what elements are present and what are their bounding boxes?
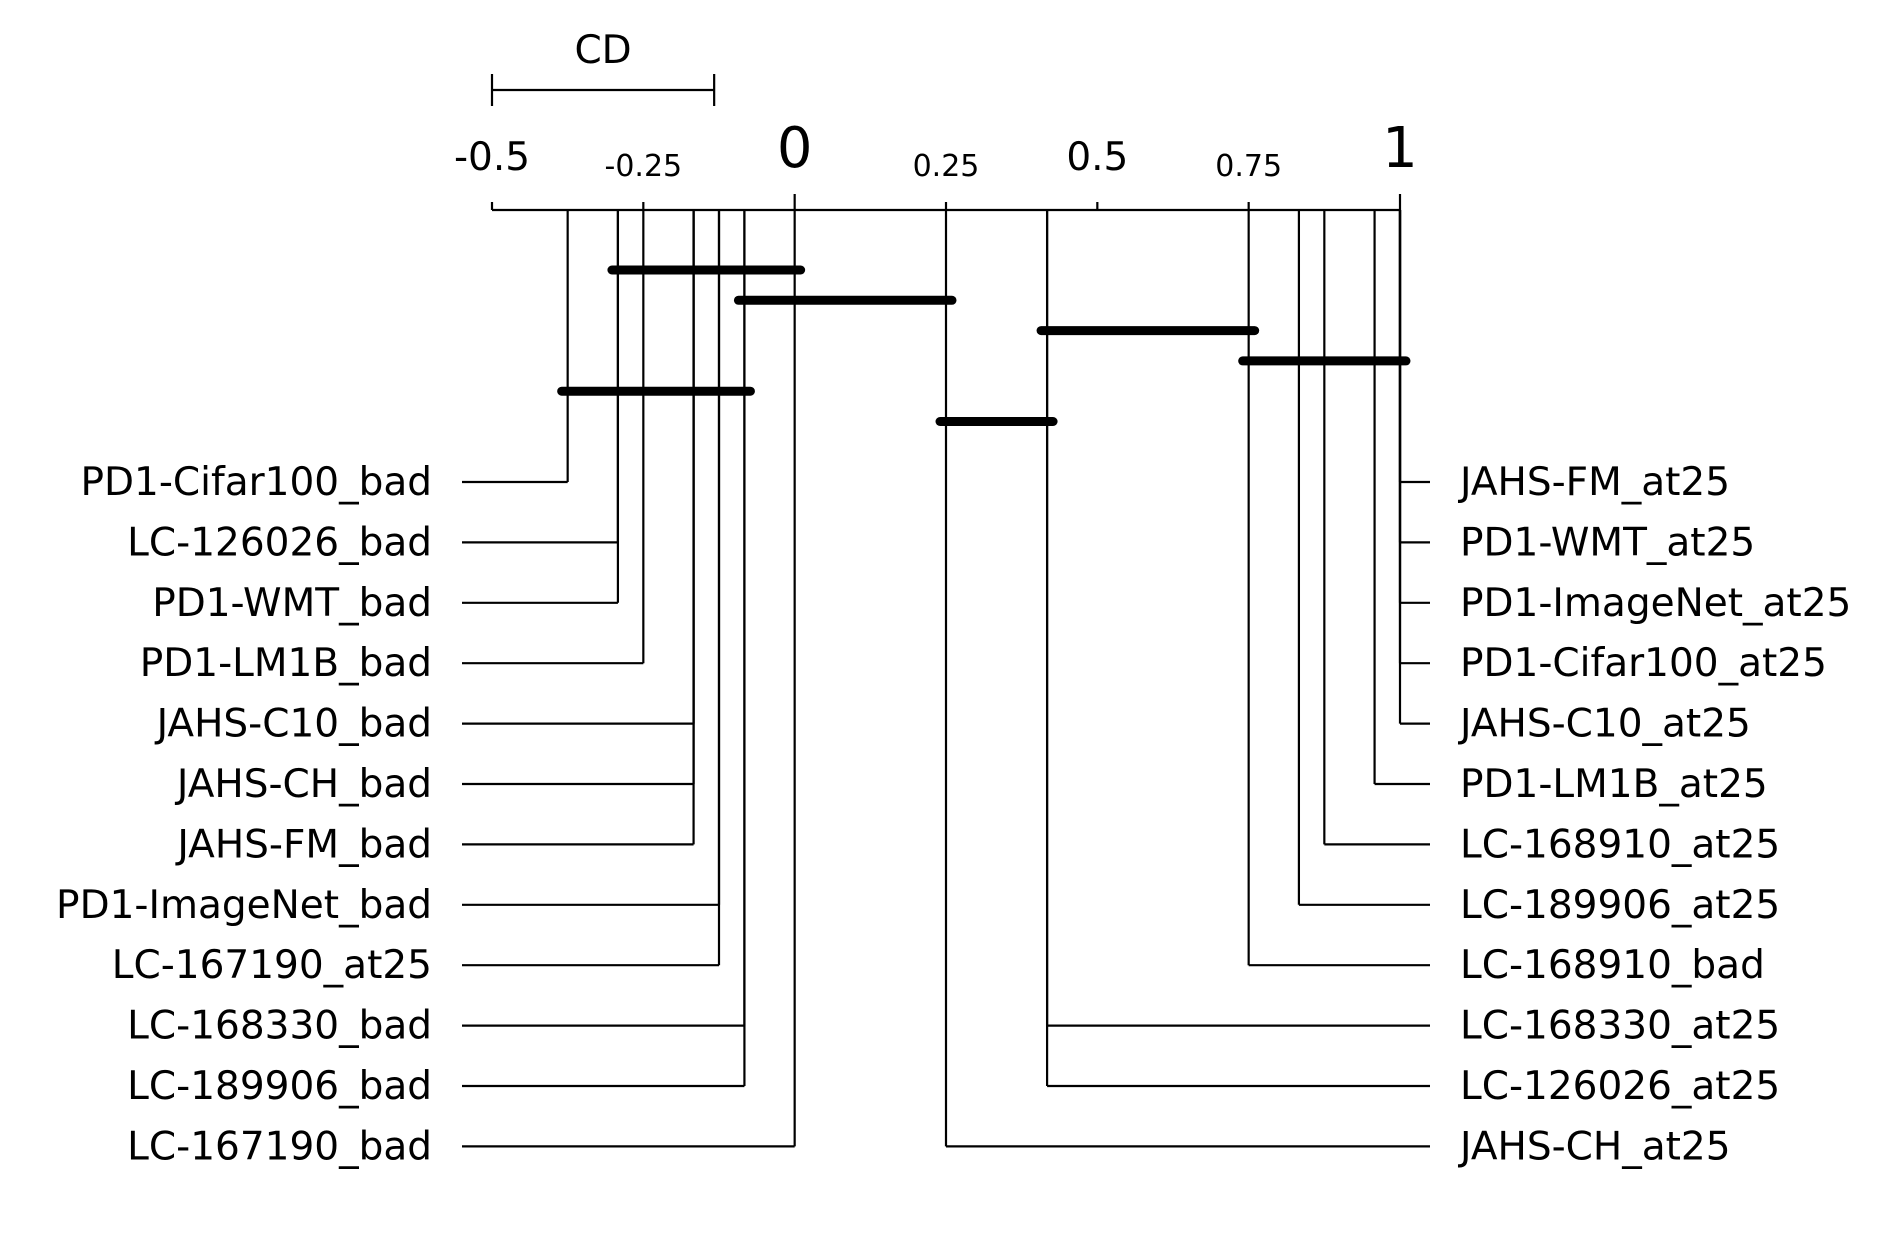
method-label: PD1-Cifar100_at25 (1460, 641, 1827, 686)
axis-tick-label: 0 (777, 116, 813, 181)
axis-tick-label: -0.25 (605, 149, 683, 184)
method-label: PD1-ImageNet_bad (56, 883, 432, 928)
method-label: PD1-LM1B_bad (140, 641, 432, 686)
clique-bars (557, 265, 1411, 426)
left-items: PD1-Cifar100_bad LC-126026_bad PD1-WMT_bad… (56, 210, 796, 1169)
method-label: LC-167190_at25 (112, 943, 432, 988)
method-label: JAHS-FM_bad (174, 822, 432, 867)
method-label: LC-167190_bad (127, 1124, 432, 1169)
method-label: LC-168330_at25 (1460, 1004, 1780, 1049)
method-label: LC-168910_bad (1460, 943, 1765, 988)
axis-tick-label: 0.75 (1215, 149, 1282, 184)
method-label: LC-189906_at25 (1460, 883, 1780, 928)
method-label: JAHS-CH_at25 (1457, 1124, 1731, 1169)
axis-tick-label: 0.25 (913, 149, 980, 184)
method-label: LC-189906_bad (127, 1064, 432, 1109)
cd-label: CD (574, 28, 631, 73)
method-label: PD1-ImageNet_at25 (1460, 581, 1851, 626)
method-label: LC-168330_bad (127, 1004, 432, 1049)
rank-axis: -0.5 -0.25 0 0.25 0.5 0.75 1 (454, 116, 1418, 212)
method-label: PD1-WMT_at25 (1460, 520, 1755, 565)
method-label: LC-168910_at25 (1460, 822, 1780, 867)
method-label: JAHS-CH_bad (174, 762, 432, 807)
axis-tick-label: 0.5 (1066, 135, 1128, 180)
method-label: LC-126026_bad (127, 520, 432, 565)
method-label: PD1-LM1B_at25 (1460, 762, 1768, 807)
method-label: PD1-WMT_bad (152, 581, 432, 626)
right-items: JAHS-FM_at25 PD1-WMT_at25 PD1-ImageNet_at2… (944, 210, 1851, 1169)
method-label: JAHS-C10_at25 (1457, 702, 1751, 747)
method-label: PD1-Cifar100_bad (80, 460, 432, 505)
method-label: LC-126026_at25 (1460, 1064, 1780, 1109)
axis-tick-label: 1 (1382, 116, 1418, 181)
method-label: JAHS-FM_at25 (1457, 460, 1730, 505)
method-label: JAHS-C10_bad (154, 702, 432, 747)
axis-tick-label: -0.5 (454, 135, 530, 180)
cd-indicator: CD (490, 28, 716, 106)
